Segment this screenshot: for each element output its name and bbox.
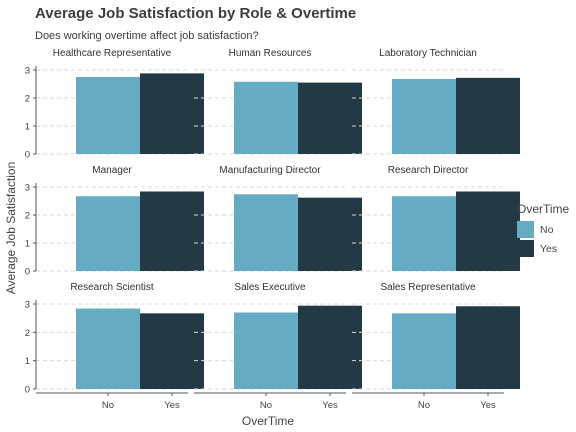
- y-tick-label: 3: [25, 300, 30, 311]
- panel-strip-label: Manufacturing Director: [219, 165, 321, 176]
- bar-yes: [298, 305, 362, 389]
- panel-strip-label: Research Scientist: [70, 282, 154, 293]
- y-tick-label: 2: [25, 211, 30, 222]
- y-tick-label: 2: [25, 328, 30, 339]
- chart-subtitle: Does working overtime affect job satisfa…: [35, 30, 259, 42]
- legend-label-no: No: [540, 224, 554, 236]
- bar-yes: [140, 191, 204, 271]
- bar-no: [234, 194, 298, 271]
- bar-yes: [140, 73, 204, 154]
- y-tick-label: 2: [25, 94, 30, 105]
- panels-group: Healthcare Representative 0 1 2 3 Human Resou…: [25, 48, 520, 411]
- panel-strip-label: Research Director: [388, 165, 469, 176]
- x-tick-label: Yes: [164, 400, 180, 411]
- bar-no: [234, 81, 298, 154]
- bar-no: [76, 308, 140, 389]
- panel-strip-label: Healthcare Representative: [53, 48, 172, 59]
- x-tick-label: Yes: [480, 400, 496, 411]
- panel-strip-label: Manager: [92, 165, 132, 176]
- panel-strip-label: Laboratory Technician: [379, 48, 477, 59]
- legend-key-yes: [517, 240, 534, 257]
- chart-title: Average Job Satisfaction by Role & Overt…: [35, 5, 356, 22]
- y-tick-label: 1: [25, 239, 30, 250]
- bar-yes: [456, 306, 520, 389]
- panel-strip-label: Sales Executive: [234, 282, 306, 293]
- panel-strip-label: Sales Representative: [380, 282, 475, 293]
- y-tick-label: 1: [25, 122, 30, 133]
- y-axis-title: Average Job Satisfaction: [4, 162, 18, 295]
- bar-no: [76, 196, 140, 271]
- bar-no: [392, 196, 456, 271]
- y-tick-label: 0: [25, 385, 30, 396]
- bar-yes: [298, 82, 362, 154]
- legend: OverTime No Yes: [517, 202, 570, 257]
- bar-no: [392, 78, 456, 154]
- y-tick-label: 0: [25, 267, 30, 278]
- x-axis-title: OverTime: [242, 414, 295, 428]
- bar-yes: [456, 77, 520, 154]
- legend-key-no: [517, 221, 534, 238]
- bar-yes: [456, 191, 520, 271]
- bar-no: [392, 313, 456, 389]
- x-tick-label: No: [102, 400, 114, 411]
- bar-no: [76, 77, 140, 154]
- x-tick-label: Yes: [322, 400, 338, 411]
- y-tick-label: 3: [25, 66, 30, 77]
- y-tick-label: 1: [25, 356, 30, 367]
- y-tick-label: 0: [25, 150, 30, 161]
- x-tick-label: No: [260, 400, 272, 411]
- panel-strip-label: Human Resources: [229, 48, 312, 59]
- y-tick-label: 3: [25, 183, 30, 194]
- legend-label-yes: Yes: [540, 243, 557, 255]
- bar-yes: [298, 197, 362, 271]
- bar-no: [234, 312, 298, 389]
- x-tick-label: No: [418, 400, 430, 411]
- legend-title: OverTime: [517, 202, 570, 216]
- bar-yes: [140, 313, 204, 389]
